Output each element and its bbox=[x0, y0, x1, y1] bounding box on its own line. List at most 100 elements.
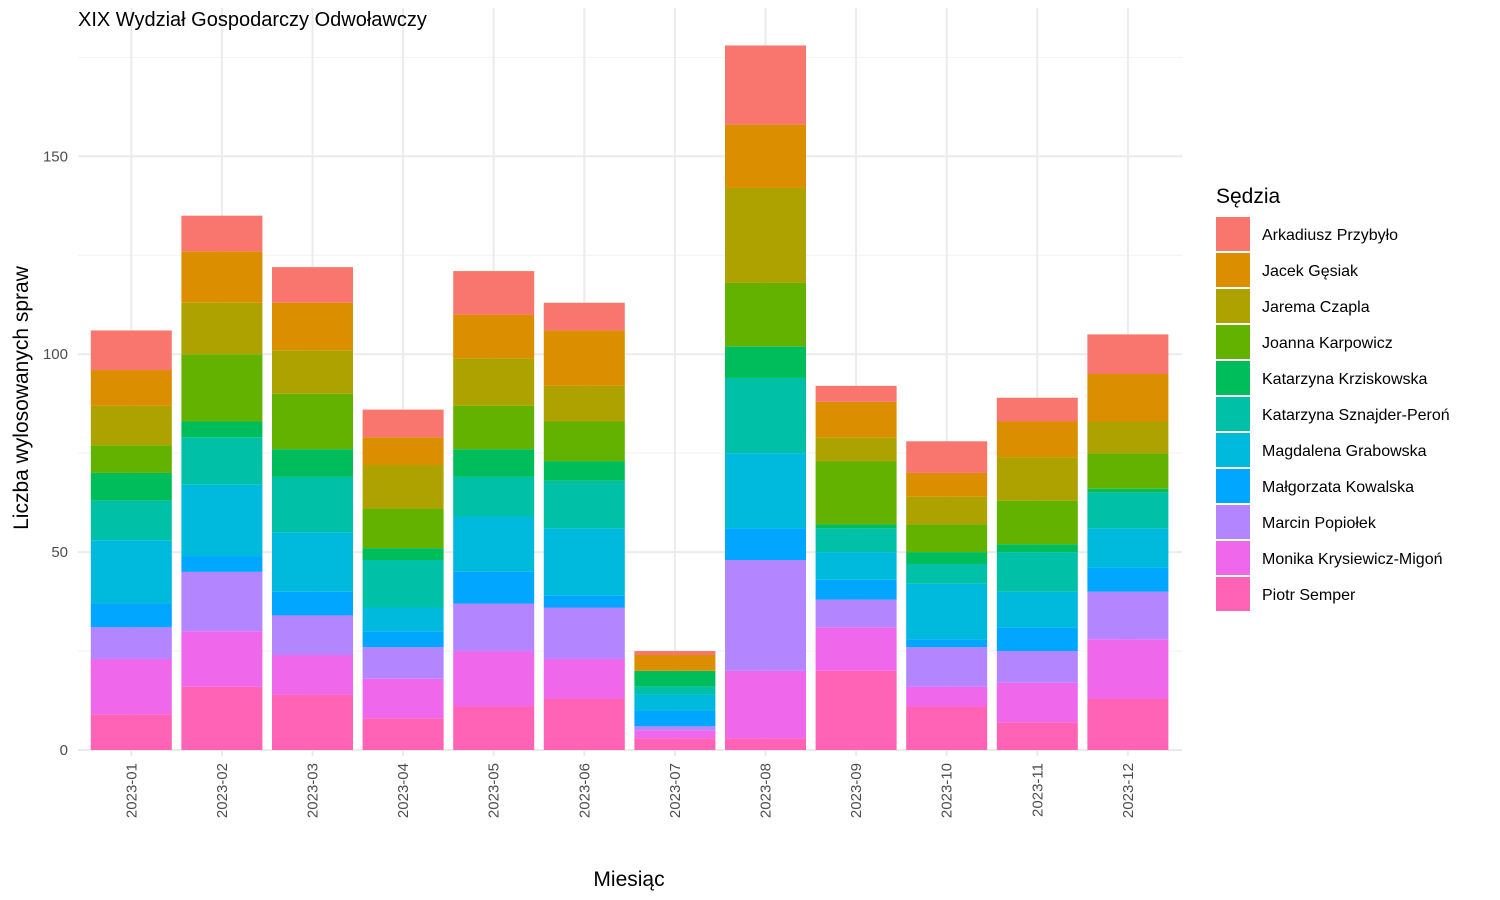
bar-segment bbox=[90, 472, 172, 501]
bar-segment bbox=[543, 461, 625, 481]
bar-segment bbox=[181, 556, 263, 572]
bar-segment bbox=[543, 698, 625, 750]
legend-swatch bbox=[1216, 541, 1250, 575]
bar-segment bbox=[634, 730, 716, 739]
bar-segment bbox=[272, 532, 353, 592]
bar-segment bbox=[272, 694, 353, 750]
bar-segment bbox=[362, 508, 444, 549]
bar-segment bbox=[272, 267, 353, 303]
bar-segment bbox=[996, 591, 1078, 628]
bar-segment bbox=[1087, 591, 1169, 640]
bar-segment bbox=[906, 524, 988, 553]
legend-label: Marcin Popiołek bbox=[1262, 515, 1377, 532]
x-tick-label: 2023-10 bbox=[939, 763, 956, 818]
bar-segment bbox=[362, 647, 444, 679]
bar-segment bbox=[996, 722, 1078, 750]
bar-segment bbox=[181, 484, 263, 557]
bar-segment bbox=[453, 603, 535, 652]
bar-segment bbox=[906, 552, 988, 564]
bar-segment bbox=[996, 552, 1078, 592]
bar-segment bbox=[181, 251, 263, 303]
y-axis-title: Liczba wylosowanych spraw bbox=[10, 265, 33, 530]
bar-segment bbox=[362, 548, 444, 561]
bar-segment bbox=[725, 282, 806, 347]
bar-segment bbox=[90, 714, 172, 750]
bar-segment bbox=[543, 330, 625, 386]
bar-segment bbox=[906, 639, 988, 648]
bar-segment bbox=[815, 401, 897, 438]
x-tick-label: 2023-07 bbox=[667, 763, 684, 818]
bar-segment bbox=[815, 552, 897, 580]
x-tick-label: 2023-02 bbox=[214, 763, 231, 818]
x-tick-label: 2023-01 bbox=[123, 763, 140, 818]
bar-segment bbox=[634, 655, 716, 671]
legend-swatch bbox=[1216, 361, 1250, 395]
chart-title: XIX Wydział Gospodarczy Odwoławczy bbox=[78, 9, 427, 31]
x-tick-label: 2023-12 bbox=[1120, 763, 1137, 818]
bar-segment bbox=[362, 678, 444, 719]
legend-swatch bbox=[1216, 433, 1250, 467]
y-tick-label: 100 bbox=[43, 346, 68, 363]
bar-segment bbox=[815, 385, 897, 402]
bar-segment bbox=[906, 686, 988, 707]
bar-segment bbox=[996, 651, 1078, 683]
bar-segment bbox=[453, 314, 535, 359]
bar-segment bbox=[634, 738, 716, 750]
bar-segment bbox=[815, 461, 897, 525]
bar-segment bbox=[906, 472, 988, 497]
bar-segment bbox=[181, 302, 263, 355]
bar-segment bbox=[996, 627, 1078, 652]
bar-segment bbox=[634, 710, 716, 727]
legend-label: Arkadiusz Przybyło bbox=[1262, 227, 1398, 244]
x-tick-label: 2023-08 bbox=[758, 763, 775, 818]
bar-segment bbox=[362, 465, 444, 509]
x-axis-ticks: 2023-01 2023-02 2023-03 2023-04 2023-05 2023-… bbox=[123, 763, 1137, 818]
x-axis-title: Miesiąc bbox=[593, 868, 664, 891]
x-tick-label: 2023-09 bbox=[848, 763, 865, 818]
bar-segment bbox=[725, 528, 806, 561]
bar-segment bbox=[272, 591, 353, 616]
legend-swatch bbox=[1216, 253, 1250, 287]
bar-segment bbox=[543, 421, 625, 462]
legend-label: Joanna Karpowicz bbox=[1262, 335, 1393, 352]
legend-label: Katarzyna Krziskowska bbox=[1262, 371, 1427, 388]
bar-segment bbox=[634, 670, 716, 687]
bar-segment bbox=[725, 187, 806, 283]
bar-segment bbox=[725, 377, 806, 454]
bar-segment bbox=[906, 647, 988, 687]
bar-segment bbox=[815, 524, 897, 529]
y-axis-ticks: 0 50 100 150 bbox=[43, 148, 68, 759]
legend-items: Arkadiusz Przybyło Jacek Gęsiak Jarema Cza… bbox=[1216, 217, 1450, 611]
bar-segment bbox=[453, 516, 535, 572]
bar-segment bbox=[453, 271, 535, 315]
bar-segment bbox=[634, 651, 716, 656]
bar-segment bbox=[272, 476, 353, 533]
bar-segment bbox=[725, 670, 806, 739]
bar-segment bbox=[362, 409, 444, 438]
bar-segment bbox=[815, 437, 897, 462]
bar-segment bbox=[996, 500, 1078, 545]
legend-swatch bbox=[1216, 289, 1250, 323]
bar-segment bbox=[453, 706, 535, 750]
bar-segment bbox=[725, 124, 806, 188]
bar-segment bbox=[815, 528, 897, 553]
legend: Sędzia Arkadiusz Przybyło Jacek Gęsiak Jar… bbox=[1216, 185, 1450, 611]
bar-segment bbox=[996, 544, 1078, 553]
bar-segment bbox=[906, 441, 988, 473]
bar-segment bbox=[906, 583, 988, 640]
bar-segment bbox=[725, 346, 806, 378]
bar-segment bbox=[1087, 567, 1169, 592]
bar-segment bbox=[996, 397, 1078, 422]
bar-segment bbox=[90, 658, 172, 715]
bar-segment bbox=[815, 670, 897, 750]
bar-segment bbox=[362, 437, 444, 466]
bar-segment bbox=[453, 651, 535, 707]
bar-segment bbox=[543, 528, 625, 596]
y-tick-label: 0 bbox=[60, 742, 68, 759]
bar-segment bbox=[90, 445, 172, 473]
bar-segment bbox=[996, 682, 1078, 723]
bar-segment bbox=[181, 437, 263, 485]
bar-segment bbox=[181, 686, 263, 750]
legend-swatch bbox=[1216, 397, 1250, 431]
bar-segment bbox=[543, 480, 625, 529]
